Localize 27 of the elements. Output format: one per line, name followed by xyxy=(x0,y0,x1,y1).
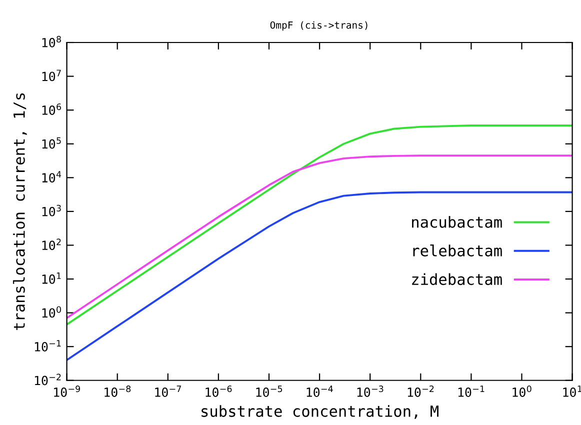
x-tick-label: 10$^{−5}$ xyxy=(256,386,282,397)
y-tick-label: 10$^{4}$ xyxy=(42,171,62,183)
y-tick-label: 10$^{7}$ xyxy=(42,70,61,82)
x-tick-label: 10$^{−4}$ xyxy=(306,386,333,397)
y-tick-label: 10$^{8}$ xyxy=(42,36,61,48)
legend-label: relebactam xyxy=(413,244,502,256)
legend-label: zidebactam xyxy=(412,273,502,286)
chart-title: OmpF (cis->trans) xyxy=(270,21,368,31)
x-tick-label: 10$^{−9}$ xyxy=(54,386,80,397)
y-tick-label: 10$^{0}$ xyxy=(42,306,61,318)
y-axis-title: translocation current, 1/s xyxy=(13,93,27,330)
x-tick-label: 10$^{−7}$ xyxy=(155,386,181,397)
x-tick-label: 10$^{−1}$ xyxy=(458,386,484,397)
x-tick-label: 10$^{−6}$ xyxy=(206,386,232,397)
y-tick-label: 10$^{5}$ xyxy=(42,137,61,149)
y-tick-label: 10$^{3}$ xyxy=(42,204,61,216)
x-tick-label: 10$^{−3}$ xyxy=(357,386,384,397)
legend-label: nacubactam xyxy=(412,216,502,228)
x-axis-title: substrate concentration, M xyxy=(202,405,438,419)
y-tick-label: 10$^{6}$ xyxy=(42,103,62,115)
x-tick-label: 10$^{−8}$ xyxy=(104,386,131,397)
y-tick-label: 10$^{−2}$ xyxy=(34,374,61,386)
y-tick-label: 10$^{2}$ xyxy=(42,238,61,250)
y-tick-label: 10$^{−1}$ xyxy=(34,340,61,352)
x-tick-label: 10$^{−2}$ xyxy=(408,386,434,397)
x-tick-label: 10$^{0}$ xyxy=(512,386,532,397)
y-tick-label: 10$^{1}$ xyxy=(42,272,61,284)
